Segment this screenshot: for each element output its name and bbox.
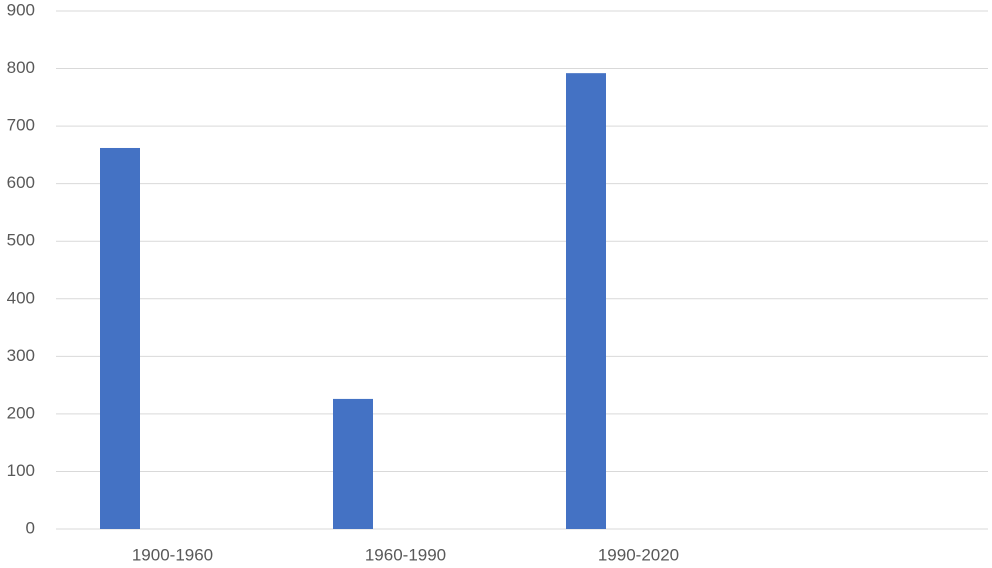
x-tick-label: 1900-1960 bbox=[132, 545, 213, 564]
y-tick-label: 800 bbox=[7, 58, 35, 77]
y-tick-label: 200 bbox=[7, 403, 35, 422]
bar bbox=[566, 73, 606, 529]
x-tick-label: 1960-1990 bbox=[365, 545, 446, 564]
y-tick-label: 400 bbox=[7, 288, 35, 307]
y-tick-label: 500 bbox=[7, 231, 35, 250]
y-tick-label: 300 bbox=[7, 346, 35, 365]
y-tick-label: 0 bbox=[26, 518, 35, 537]
x-tick-label: 1990-2020 bbox=[598, 545, 679, 564]
bar bbox=[333, 398, 373, 529]
y-tick-label: 100 bbox=[7, 461, 35, 480]
y-tick-label: 900 bbox=[7, 0, 35, 19]
bar bbox=[100, 147, 140, 529]
y-tick-label: 700 bbox=[7, 116, 35, 135]
y-tick-label: 600 bbox=[7, 173, 35, 192]
